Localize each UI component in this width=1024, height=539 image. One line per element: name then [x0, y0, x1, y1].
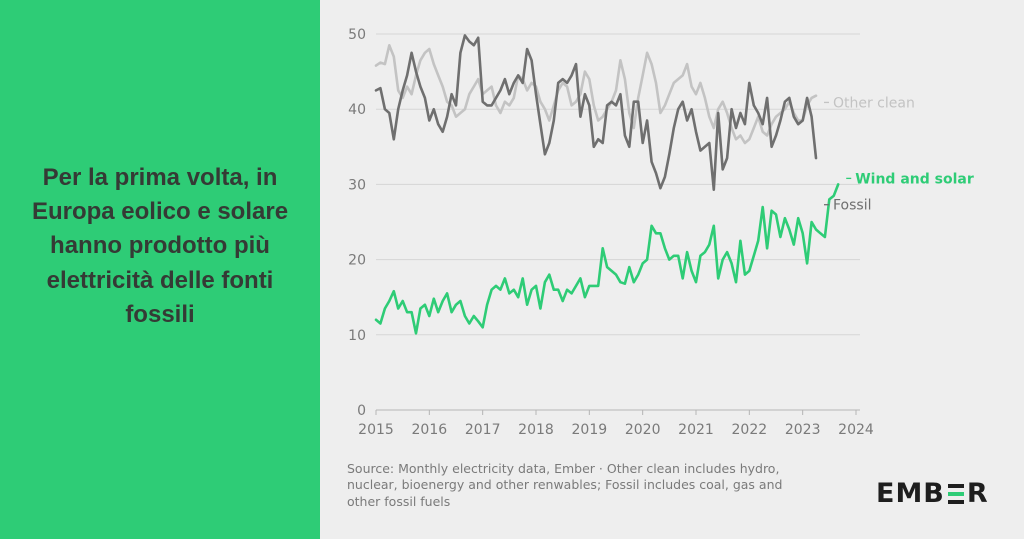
x-tick-label-2019: 2019 — [572, 422, 608, 438]
y-tick-label-40: 40 — [348, 102, 366, 118]
series-line-fossil — [374, 34, 818, 191]
y-tick-label-20: 20 — [348, 253, 366, 269]
x-tick-label-2015: 2015 — [358, 422, 394, 438]
logo-e-mark — [947, 483, 964, 504]
x-tick-label-2017: 2017 — [465, 422, 501, 438]
logo-text-left: EMB — [876, 478, 945, 509]
x-tick-label-2024: 2024 — [838, 422, 874, 438]
x-tick-label-2022: 2022 — [732, 422, 768, 438]
line-chart: 0 10 20 30 40 50 2015 2016 2017 2018 2019 2020 2021… — [348, 27, 974, 438]
series-label-wind-and-solar: Wind and solar — [855, 171, 974, 187]
y-axis: 0 10 20 30 40 50 — [348, 27, 366, 419]
logo-text-right: R — [966, 478, 989, 509]
y-tick-label-0: 0 — [357, 403, 366, 419]
ember-logo: EMB R — [876, 478, 989, 509]
series-label-fossil: Fossil — [833, 198, 872, 214]
y-tick-label-30: 30 — [348, 177, 366, 193]
x-tick-label-2018: 2018 — [518, 422, 554, 438]
x-tick-label-2021: 2021 — [678, 422, 714, 438]
x-tick-label-2016: 2016 — [412, 422, 448, 438]
series-labels: Other clean Fossil Wind and solar — [823, 95, 974, 214]
y-tick-label-10: 10 — [348, 328, 366, 344]
chart-gridlines — [376, 33, 860, 411]
headline-panel: Per la prima volta, in Europa eolico e s… — [0, 0, 320, 539]
chart-series — [374, 34, 840, 335]
x-tick-label-2020: 2020 — [625, 422, 661, 438]
series-label-other-clean: Other clean — [833, 95, 915, 111]
chart-panel: 0 10 20 30 40 50 2015 2016 2017 2018 2019 2020 2021… — [320, 0, 1024, 539]
source-note: Source: Monthly electricity data, Ember … — [347, 461, 783, 509]
series-line-wind-and-solar — [374, 183, 840, 335]
y-tick-label-50: 50 — [348, 27, 366, 43]
x-tick-label-2023: 2023 — [785, 422, 821, 438]
x-axis: 2015 2016 2017 2018 2019 2020 2021 2022 2023 2024 — [358, 410, 874, 438]
headline: Per la prima volta, in Europa eolico e s… — [31, 164, 289, 328]
